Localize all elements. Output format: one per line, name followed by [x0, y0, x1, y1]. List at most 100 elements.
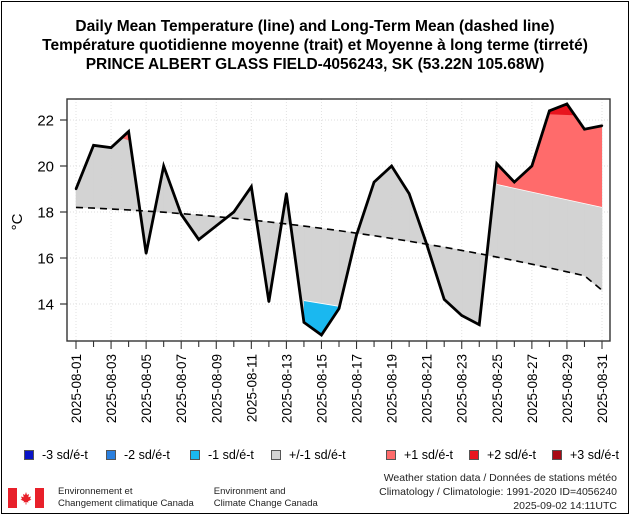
- flag-white-field: [17, 488, 35, 508]
- legend-item: -1 sd/é-t: [190, 448, 254, 462]
- line-layer: [74, 102, 604, 338]
- minus1-sd-fill: [303, 300, 339, 336]
- maple-leaf-icon: [20, 492, 32, 505]
- anomaly-fill-segment: [373, 165, 392, 239]
- source-data-label: Weather station data / Données de statio…: [383, 472, 617, 484]
- daily-mean-point: [74, 187, 78, 191]
- sd-boundary: [303, 300, 340, 307]
- flag-red-bar: [8, 488, 17, 508]
- legend-swatch-icon: [190, 450, 200, 460]
- daily-mean-point: [495, 162, 498, 165]
- legend-item: +1 sd/é-t: [386, 448, 453, 462]
- canada-flag-icon: [8, 488, 44, 508]
- plus2-sd-fill: [548, 103, 577, 116]
- y-tick-label: 16: [37, 251, 54, 268]
- eccc-signature: Environnement et Changement climatique C…: [8, 486, 338, 510]
- x-tick-label: 2025-08-11: [244, 354, 259, 422]
- daily-mean-point: [109, 146, 113, 149]
- legend-item: +/-1 sd/é-t: [271, 448, 346, 462]
- chart-title-en: Daily Mean Temperature (line) and Long-T…: [75, 18, 555, 35]
- x-tick-label: 2025-08-15: [314, 354, 329, 423]
- daily-mean-point: [180, 213, 183, 216]
- legend-label: -1 sd/é-t: [208, 448, 254, 462]
- daily-mean-point: [337, 307, 341, 310]
- daily-mean-point: [355, 233, 358, 237]
- plus1-sd-fill: [496, 103, 602, 208]
- legend-swatch-icon: [552, 450, 562, 460]
- x-tick-label: 2025-08-13: [279, 354, 294, 423]
- daily-mean-point: [565, 102, 569, 106]
- daily-mean-point: [600, 124, 604, 127]
- daily-mean-point: [215, 224, 218, 227]
- y-axis-label: °C: [9, 213, 26, 230]
- daily-mean-point: [285, 192, 288, 195]
- daily-mean-point: [390, 164, 393, 168]
- anomaly-fill-segment: [443, 246, 463, 317]
- daily-mean-point: [407, 192, 411, 195]
- daily-mean-point: [92, 144, 95, 147]
- daily-mean-point: [372, 180, 376, 184]
- daily-mean-point: [583, 128, 586, 131]
- daily-mean-point: [267, 300, 271, 303]
- legend-swatch-icon: [386, 450, 396, 460]
- x-tick-label: 2025-08-25: [490, 354, 505, 423]
- anomaly-fill-layer: [75, 102, 603, 337]
- legend-swatch-icon: [24, 450, 34, 460]
- y-tick-label: 20: [37, 159, 54, 176]
- legend-label: -3 sd/é-t: [42, 448, 88, 462]
- source-info: Weather station data / Données de statio…: [379, 471, 617, 513]
- daily-mean-point: [250, 185, 253, 188]
- daily-mean-point: [478, 323, 481, 326]
- legend-label: +2 sd/é-t: [487, 448, 536, 462]
- x-tick-label: 2025-08-31: [595, 354, 610, 423]
- chart-station-title: PRINCE ALBERT GLASS FIELD-4056243, SK (5…: [85, 56, 545, 73]
- x-tick-label: 2025-08-27: [525, 354, 540, 423]
- legend-swatch-icon: [271, 450, 281, 460]
- org-name-fr: Environnement et Changement climatique C…: [58, 486, 194, 509]
- daily-mean-point: [197, 238, 200, 241]
- x-tick-label: 2025-08-29: [560, 354, 575, 423]
- daily-mean-point: [320, 333, 323, 337]
- generated-timestamp: 2025-09-02 14:11UTC: [513, 500, 617, 512]
- sd-boundary: [496, 184, 603, 208]
- chart-title-fr: Température quotidienne moyenne (trait) …: [42, 37, 588, 54]
- daily-mean-point: [232, 210, 235, 214]
- daily-mean-point: [162, 164, 165, 168]
- long-term-mean-line: [75, 206, 603, 291]
- daily-mean-point: [144, 252, 148, 255]
- x-tick-label: 2025-08-19: [385, 354, 400, 423]
- y-tick-label: 14: [37, 297, 54, 314]
- org-name-en: Environment and Climate Change Canada: [213, 486, 318, 509]
- x-tick-label: 2025-08-09: [209, 354, 224, 423]
- x-tick-label: 2025-08-03: [104, 354, 119, 423]
- legend-item: -2 sd/é-t: [106, 448, 170, 462]
- axis-layer: 14 16 18 20 22 2025-08-01 2025-08-03 2025-08-05…: [37, 98, 611, 423]
- y-tick-label: 22: [37, 113, 54, 130]
- daily-mean-point: [443, 298, 446, 301]
- x-tick-label: 2025-08-07: [174, 354, 189, 423]
- flag-red-bar: [35, 488, 44, 508]
- daily-mean-point: [425, 243, 428, 246]
- x-tick-label: 2025-08-21: [420, 354, 435, 423]
- daily-mean-point: [302, 321, 306, 324]
- chart-titles: Daily Mean Temperature (line) and Long-T…: [0, 17, 630, 74]
- anomaly-fill-segment: [110, 130, 129, 211]
- legend-swatch-icon: [469, 450, 479, 460]
- legend-swatch-icon: [106, 450, 116, 460]
- daily-mean-point: [460, 314, 463, 317]
- temperature-chart: 14 16 18 20 22 2025-08-01 2025-08-03 2025-08-05…: [9, 98, 611, 423]
- daily-mean-point: [127, 130, 130, 133]
- daily-mean-point: [530, 164, 534, 168]
- anomaly-fill-segment: [461, 250, 480, 326]
- legend: -3 sd/é-t -2 sd/é-t -1 sd/é-t +/-1 sd/é-t +1…: [0, 448, 630, 464]
- legend-label: +1 sd/é-t: [404, 448, 453, 462]
- x-tick-label: 2025-08-01: [69, 354, 84, 423]
- legend-item: -3 sd/é-t: [24, 448, 88, 462]
- climatology-label: Climatology / Climatologie: 1991-2020 ID…: [379, 486, 617, 498]
- legend-item: +2 sd/é-t: [469, 448, 536, 462]
- legend-label: +3 sd/é-t: [570, 448, 619, 462]
- legend-label: +/-1 sd/é-t: [289, 448, 346, 462]
- x-tick-label: 2025-08-17: [350, 354, 365, 423]
- x-tick-label: 2025-08-23: [455, 354, 470, 423]
